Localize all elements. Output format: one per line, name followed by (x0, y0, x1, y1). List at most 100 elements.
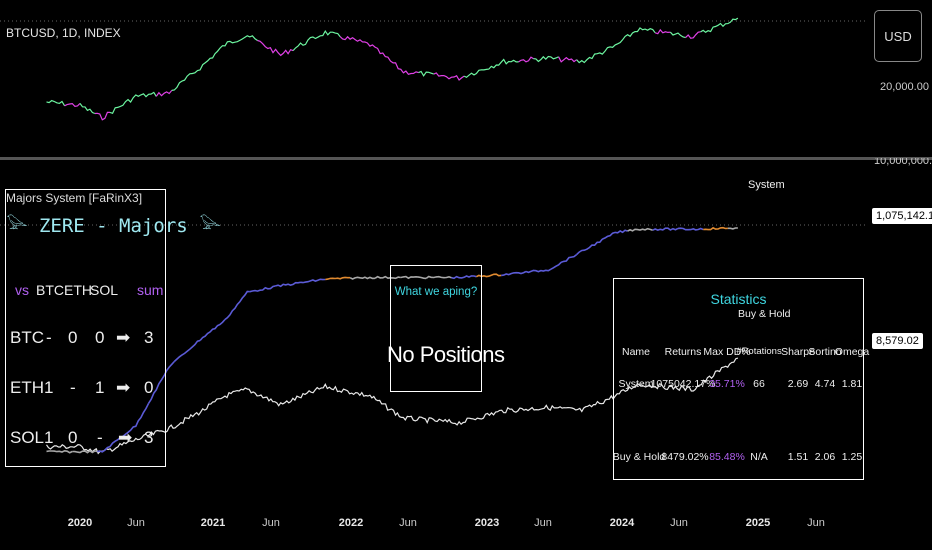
system-line-segment (451, 275, 477, 280)
system-line-segment (476, 273, 502, 278)
majors-title: 𓅪 ZERE - Majors 𓅪 (6, 208, 221, 239)
symbol-title: BTCUSD, 1D, INDEX (6, 26, 121, 40)
price-line-segment (339, 35, 419, 75)
stats-col-sortino: Sortino (808, 346, 842, 358)
x-tick-label: Jun (127, 517, 145, 529)
majors-row-name: SOL (10, 428, 45, 447)
stats-cell-maxdd: 85.48% (709, 451, 745, 463)
system-series-label: System (748, 179, 785, 191)
system-line-segment (275, 281, 301, 288)
majors-header-sum: sum (137, 282, 164, 298)
price-line-segment (257, 39, 294, 57)
price-line-segment (433, 72, 465, 81)
system-line-segment (199, 318, 226, 342)
price-line-segment (109, 91, 157, 115)
majors-cell: 1 (95, 378, 105, 397)
system-line-segment (703, 226, 728, 231)
stats-cell-rotations: 66 (753, 378, 765, 390)
stats-cell-sortino: 2.06 (814, 451, 836, 463)
stats-col-sharpe: Sharpe (781, 346, 815, 358)
buyhold-line (46, 357, 739, 455)
x-tick-label: Jun (670, 517, 688, 529)
price-line-segment (576, 27, 656, 64)
system-line-segment (72, 449, 98, 454)
arrow-icon: ➡ (116, 378, 131, 397)
majors-cell: 0 (68, 328, 78, 347)
price-line-segment (94, 111, 110, 121)
system-line-segment (300, 278, 326, 284)
majors-cell: - (70, 378, 76, 397)
majors-header-sol: SOL (90, 282, 119, 298)
indicator-pane[interactable] (0, 160, 868, 510)
majors-cell: 1 (44, 378, 54, 397)
price-line-segment (518, 56, 534, 63)
stats-cell-sharpe: 2.69 (787, 378, 809, 390)
system-line-segment (576, 238, 603, 256)
system-line-segment (122, 402, 150, 438)
system-line-segment (627, 227, 653, 232)
system-value-tag: 1,075,142.17 (872, 208, 932, 224)
y-tick-20000: 20,000.00 (880, 81, 929, 93)
stats-row-name: Buy & Hold (612, 451, 666, 463)
system-line-segment (147, 360, 175, 404)
system-line-segment (677, 227, 704, 231)
buyhold-value-tag: 8,579.02 (872, 333, 923, 349)
system-line-segment (501, 270, 527, 277)
majors-table: 𓅪 ZERE - Majors 𓅪 vs BTC ETH SOL sum BTC… (5, 189, 221, 467)
x-tick-label: 2023 (474, 517, 500, 529)
x-tick-label: 2020 (67, 517, 93, 529)
x-tick-label: 2021 (200, 517, 226, 529)
majors-sum: 0 (144, 378, 154, 397)
price-pane[interactable]: BTCUSD, 1D, INDEX (0, 0, 868, 157)
system-line-segment (97, 435, 124, 453)
price-line-segment (463, 58, 519, 79)
price-line-segment (155, 90, 173, 97)
price-line-segment (292, 29, 341, 52)
x-tick-label: Jun (807, 517, 825, 529)
system-line-segment (46, 449, 73, 454)
stats-cell-sortino: 4.74 (814, 378, 836, 390)
currency-button[interactable]: USD (874, 10, 922, 62)
price-line-segment (685, 31, 701, 39)
price-line-segment (79, 103, 96, 115)
price-line-segment (171, 35, 258, 91)
x-axis[interactable] (0, 510, 868, 550)
stats-col-rotations: #Rotations (736, 346, 782, 357)
clipped-y-tick: 10,000,000.00 (874, 158, 932, 167)
stats-col-omega: Omega (834, 346, 870, 358)
pane-divider[interactable] (0, 157, 932, 160)
x-tick-label: 2025 (745, 517, 771, 529)
system-line-segment (325, 276, 351, 281)
system-line-segment (374, 275, 401, 280)
system-line-segment (425, 275, 452, 280)
price-line-segment (558, 56, 577, 63)
price-line-segment (46, 99, 66, 107)
system-line-segment (400, 275, 427, 280)
x-tick-label: Jun (534, 517, 552, 529)
rooster-icon-left: 𓅪 (6, 215, 28, 237)
price-line-segment (655, 28, 671, 35)
stats-col-maxdd: Max DD% (703, 346, 751, 358)
arrow-icon: ➡ (118, 428, 133, 447)
stats-col-returns: Returns (664, 346, 702, 358)
x-tick-label: 2022 (338, 517, 364, 529)
system-line-segment (249, 285, 276, 293)
majors-sum: 3 (144, 328, 154, 347)
stats-cell-omega: 1.81 (841, 378, 863, 390)
price-chart-svg[interactable] (0, 0, 868, 157)
majors-header-eth: ETH (64, 282, 92, 298)
rooster-icon-right: 𓅪 (199, 215, 221, 237)
arrow-icon: ➡ (116, 328, 131, 347)
statistics-table: Statistics (613, 278, 864, 480)
system-line-segment (224, 290, 250, 321)
system-line-segment (349, 276, 376, 280)
indicator-chart-svg[interactable] (0, 160, 868, 510)
aping-value: No Positions (387, 342, 505, 367)
stats-cell-returns: 1075042.17% (650, 378, 716, 390)
price-line-segment (64, 102, 81, 108)
stats-cell-rotations: N/A (750, 451, 768, 463)
majors-row-name: ETH (10, 378, 44, 397)
majors-cell: 0 (95, 328, 105, 347)
price-line-segment (418, 70, 434, 77)
price-line-segment (700, 17, 739, 34)
